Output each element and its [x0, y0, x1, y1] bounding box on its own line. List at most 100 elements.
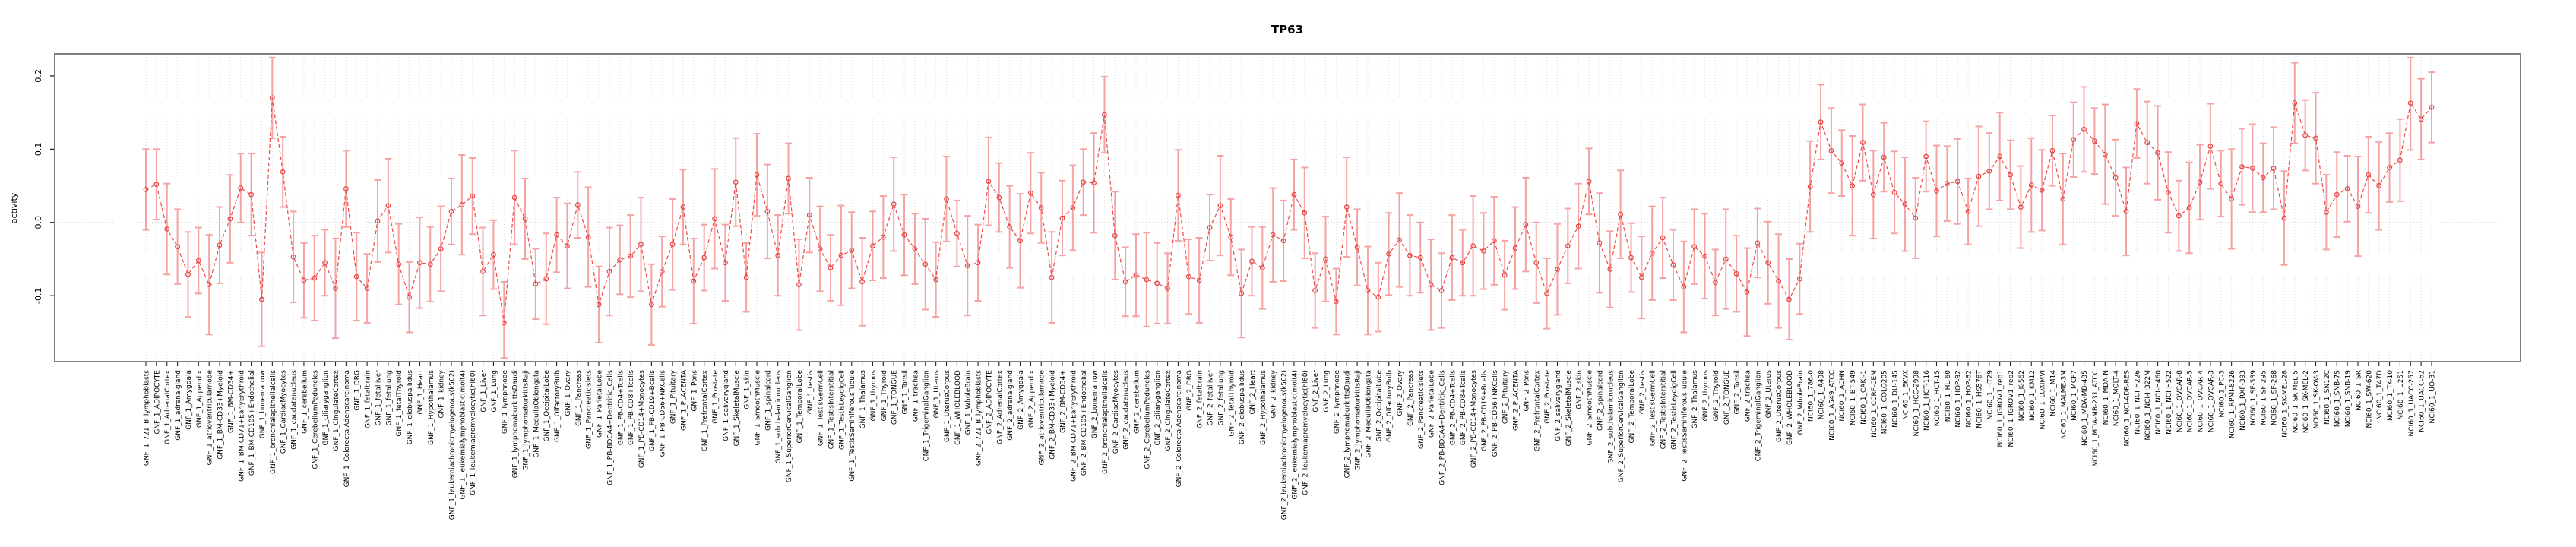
x-tick-label: NCI60_1_CCRF-CEM [1871, 370, 1878, 438]
data-point [385, 203, 391, 209]
data-point [1976, 173, 1982, 179]
x-tick-label: GNF_1_BM-CD71+EarlyErythroid [238, 370, 245, 482]
x-tick-label: GNF_1_WholeBrain [965, 370, 973, 435]
x-tick-label: GNF_1_adrenalgland [175, 370, 182, 441]
x-tick-label: GNF_1_subthalamicnucleus [775, 370, 783, 464]
data-point [1154, 280, 1160, 286]
x-tick-label: NCI60_1_NCI-H522 [2166, 370, 2173, 435]
data-point [353, 274, 359, 280]
data-point [1196, 277, 1202, 283]
data-point [480, 268, 486, 274]
x-tick-label: NCI60_1_SF-539 [2250, 370, 2258, 425]
data-point [1597, 240, 1603, 246]
x-tick-label: GNF_2_leukemiapromyelocytic(hl60) [1302, 370, 1309, 495]
x-tick-label: GNF_1_leukemialymphoblastic(molt4) [459, 370, 467, 500]
data-point [1176, 192, 1181, 198]
data-point [2292, 100, 2298, 106]
data-point [1660, 235, 1666, 241]
data-point [1565, 243, 1571, 249]
x-tick-label: GNF_1_Prostate [712, 370, 720, 424]
data-point [849, 248, 855, 253]
data-point [1185, 274, 1191, 280]
data-point [565, 243, 570, 249]
x-tick-label: GNF_1_thymus [870, 370, 878, 422]
data-point [2176, 213, 2182, 219]
x-tick-label: GNF_1_ParietalLobe [597, 370, 604, 438]
data-point [2166, 189, 2171, 195]
x-tick-label: NCI60_1_PC-3 [2218, 370, 2226, 418]
data-point [1986, 168, 1992, 174]
x-tick-label: NCI60_1_A498 [1818, 370, 1826, 419]
x-tick-label: GNF_2_ParietalLobe [1429, 370, 1436, 438]
x-tick-label: GNF_1_lymphnode [502, 370, 509, 435]
data-point [343, 186, 349, 191]
chart-title: TP63 [1271, 23, 1303, 36]
x-tick-label: GNF_2_TemporalLobe [1628, 370, 1636, 444]
data-point [2218, 181, 2224, 187]
data-point [2092, 138, 2097, 144]
x-tick-label: GNF_1_Thyroid [881, 370, 888, 421]
data-point [1228, 234, 1234, 240]
data-point [2049, 147, 2055, 153]
x-tick-label: GNF_1_TestisLeydigCell [838, 370, 846, 450]
data-point [933, 277, 939, 283]
data-point [1828, 147, 1834, 153]
data-point [2271, 166, 2277, 171]
data-point [754, 172, 760, 178]
data-point [2387, 165, 2392, 170]
data-point [1891, 189, 1897, 195]
x-tick-label: GNF_2_OlfactoryBulb [1386, 370, 1394, 442]
data-point [1523, 222, 1529, 228]
x-tick-label: NCI60_1_HCC-2998 [1913, 370, 1920, 437]
data-point [606, 268, 612, 274]
x-tick-label: NCI60_1_OVCAR-8 [2176, 370, 2184, 433]
data-point [1007, 224, 1013, 229]
data-point [1755, 240, 1761, 246]
x-tick-label: GNF_2_AdrenalCortex [996, 369, 1004, 444]
data-point [2249, 166, 2255, 171]
x-tick-label: NCI60_1_DU-145 [1892, 370, 1900, 428]
data-point [2017, 204, 2024, 210]
data-point [574, 202, 581, 208]
data-point [1354, 245, 1360, 250]
x-tick-label: GNF_2_BM-CD71+EarlyErythroid [1070, 370, 1078, 482]
x-tick-label: GNF_2_Pancreas [1407, 370, 1415, 426]
data-point [1713, 280, 1718, 286]
x-tick-label: GNF_2_BM-CD105+Endothelial [1081, 370, 1088, 476]
data-point [227, 216, 233, 222]
y-tick-label: 0.1 [33, 143, 43, 157]
data-point [954, 230, 960, 236]
x-tick-label: NCI60_1_HOP-62 [1966, 370, 1973, 428]
x-tick-label: GNF_1_PrefrontalCortex [701, 369, 709, 451]
x-tick-label: GNF_2_fetalThyroid [1228, 370, 1236, 437]
data-point [880, 234, 886, 240]
x-tick-label: GNF_2_Thyroid [1713, 370, 1720, 421]
data-point [1491, 238, 1497, 244]
x-tick-label: GNF_2_lymphomaburkittsDaudi [1344, 370, 1352, 478]
data-point [511, 194, 517, 201]
x-tick-label: GNF_1_kidney [438, 369, 446, 418]
x-tick-label: NCI60_1_SF-295 [2261, 370, 2268, 425]
data-point [2302, 132, 2309, 138]
data-point [1586, 179, 1592, 185]
data-point [2102, 151, 2108, 157]
x-tick-label: NCI60_1_LOXIMVI [2040, 370, 2047, 429]
x-tick-label: GNF_2_thymus [1702, 370, 1710, 422]
data-point [1133, 272, 1139, 278]
x-tick-label: GNF_2_TestisSeminiferousTubule [1681, 370, 1688, 482]
x-tick-label: NCI60_1_ACHN [1839, 370, 1847, 422]
data-point [996, 194, 1002, 201]
data-point [427, 261, 433, 267]
x-tick-label: NCI60_1_NCI-H322M [2144, 370, 2152, 440]
x-tick-label: GNF_2_globuspallidus [1239, 370, 1246, 445]
data-point [259, 296, 264, 302]
x-tick-label: GNF_1_TONGUE [891, 370, 899, 425]
x-tick-label: NCI60_1_HOP-92 [1955, 370, 1963, 428]
data-point [1102, 112, 1107, 118]
x-tick-label: GNF_1_fetalbrain [365, 370, 372, 428]
x-tick-label: GNF_1_Pons [691, 370, 698, 412]
data-point [1723, 256, 1729, 262]
data-point [1365, 288, 1371, 293]
x-tick-label: GNF_1_TestisGermCell [818, 370, 825, 446]
